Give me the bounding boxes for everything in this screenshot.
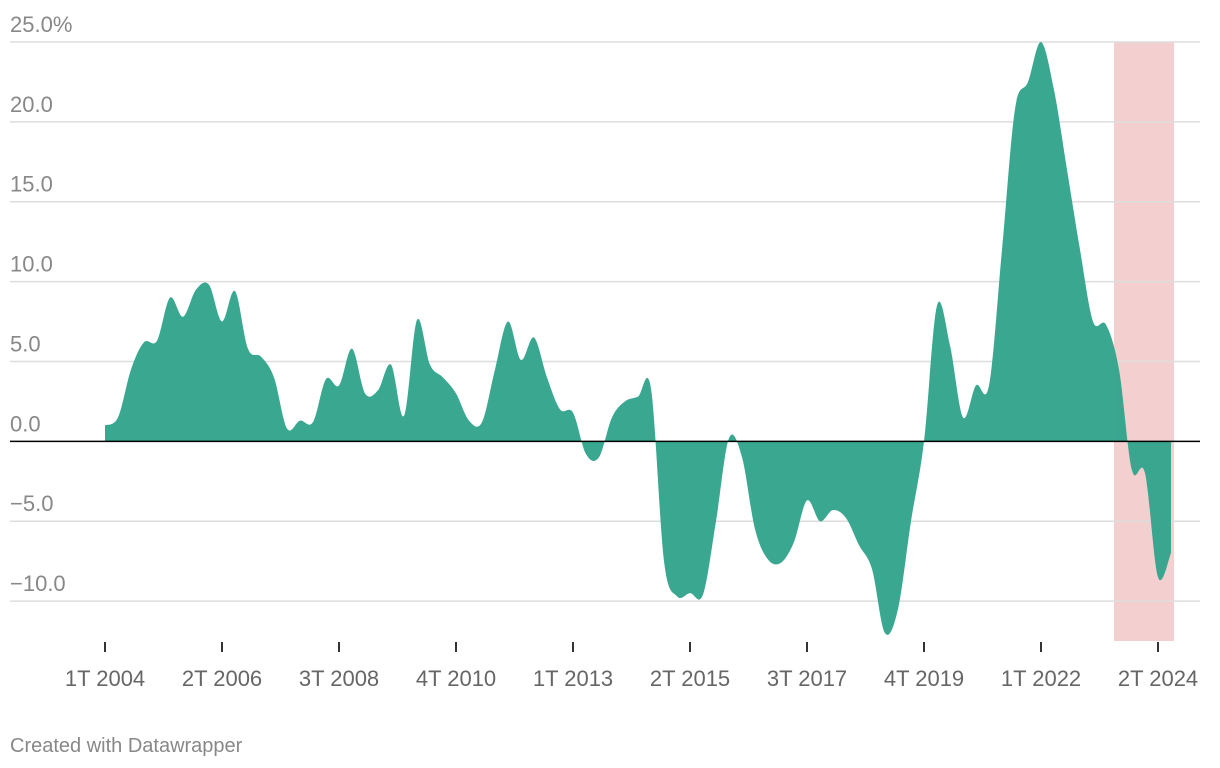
x-tick-label: 2T 2024 [1118, 666, 1198, 691]
x-tick-label: 2T 2006 [182, 666, 262, 691]
x-tick-label: 1T 2022 [1001, 666, 1081, 691]
y-tick-label: 25.0% [10, 12, 72, 37]
x-tick-label: 4T 2010 [416, 666, 496, 691]
y-tick-label: −5.0 [10, 491, 53, 516]
y-tick-label: 10.0 [10, 252, 53, 277]
x-tick-label: 1T 2004 [65, 666, 145, 691]
credit: Created with Datawrapper [10, 735, 243, 757]
x-tick-label: 1T 2013 [533, 666, 613, 691]
y-tick-label: 15.0 [10, 172, 53, 197]
area [105, 41, 1171, 635]
y-tick-label: −10.0 [10, 571, 66, 596]
y-tick-label: 0.0 [10, 411, 41, 436]
x-tick-label: 4T 2019 [884, 666, 964, 691]
x-tick-label: 3T 2008 [299, 666, 379, 691]
y-tick-label: 5.0 [10, 331, 41, 356]
x-tick-label: 3T 2017 [767, 666, 847, 691]
x-tick-label: 2T 2015 [650, 666, 730, 691]
y-tick-label: 20.0 [10, 92, 53, 117]
